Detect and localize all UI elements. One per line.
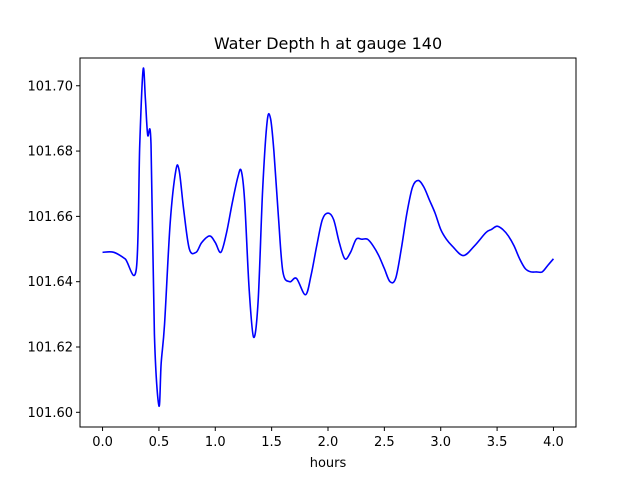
series-line <box>102 67 555 407</box>
x-axis: 0.0 0.5 1.0 1.5 2.0 2.5 3.0 3.5 4.0 <box>92 427 564 450</box>
x-tick-label: 4.0 <box>543 435 564 450</box>
y-tick-label: 101.70 <box>28 79 74 94</box>
y-tick-label: 101.60 <box>28 406 74 421</box>
x-tick-label: 2.5 <box>374 435 395 450</box>
x-tick-label: 3.0 <box>430 435 451 450</box>
y-tick-label: 101.68 <box>28 145 74 160</box>
plot-area <box>80 58 576 427</box>
plot-frame <box>79 57 577 428</box>
y-axis: 101.60 101.62 101.64 101.66 101.68 101.70 <box>28 79 80 421</box>
x-tick-label: 1.0 <box>205 435 226 450</box>
y-tick-label: 101.64 <box>28 275 74 290</box>
x-tick-label: 0.5 <box>149 435 170 450</box>
chart-title: Water Depth h at gauge 140 <box>214 34 442 53</box>
x-tick-label: 3.5 <box>487 435 508 450</box>
x-tick-label: 1.5 <box>261 435 282 450</box>
y-tick-label: 101.66 <box>28 210 74 225</box>
x-axis-label: hours <box>310 456 347 471</box>
x-tick-label: 2.0 <box>318 435 339 450</box>
series-layer <box>102 67 555 407</box>
x-tick-label: 0.0 <box>92 435 113 450</box>
y-tick-label: 101.62 <box>28 340 74 355</box>
